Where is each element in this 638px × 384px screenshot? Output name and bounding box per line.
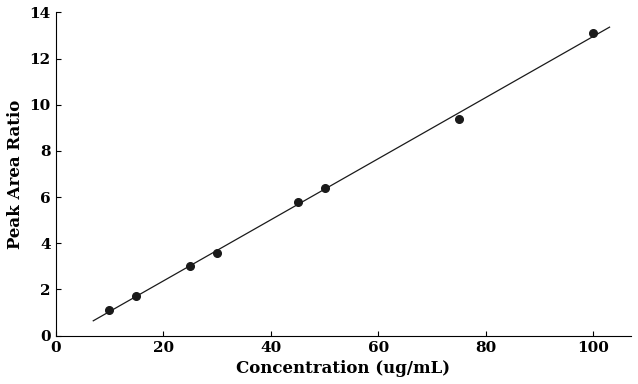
Point <box>104 307 114 313</box>
Point <box>292 199 302 205</box>
Point <box>185 263 195 270</box>
Point <box>212 250 222 256</box>
Point <box>588 30 598 36</box>
Point <box>131 293 142 300</box>
Y-axis label: Peak Area Ratio: Peak Area Ratio <box>7 99 24 249</box>
Point <box>454 116 464 122</box>
X-axis label: Concentration (ug/mL): Concentration (ug/mL) <box>236 360 450 377</box>
Point <box>320 185 330 191</box>
